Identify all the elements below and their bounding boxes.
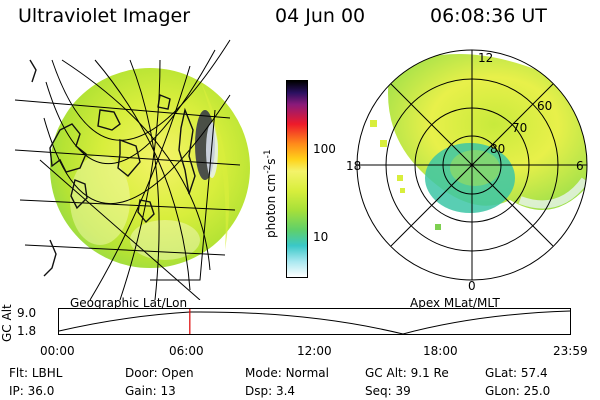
info-gc-alt: GC Alt: 9.1 Re [365,366,449,380]
right-panel-caption: Apex MLat/MLT [410,296,500,310]
info-glon: GLon: 25.0 [485,384,551,398]
geographic-globe-panel [14,39,250,300]
altitude-curve [58,310,571,335]
mlt-label-18: 18 [346,159,361,173]
colorbar-label: photon cm-2s-1 [263,149,278,238]
info-mode: Mode: Normal [245,366,329,380]
mlt-label-6: 6 [576,159,584,173]
timeline-xtick-1200: 12:00 [297,344,332,358]
info-filter: Flt: LBHL [9,366,63,380]
timeline-ytick-high: 9.0 [17,306,37,320]
colorbar-tick-10: 10 [313,230,329,244]
timeline-xtick-1800: 18:00 [423,344,458,358]
colorbar-tick-100: 100 [313,142,336,156]
timeline-ytick-low: 1.8 [17,324,37,338]
timeline-xtick-0600: 06:00 [169,344,204,358]
mlt-label-0: 0 [468,279,476,293]
timeline-xtick-0000: 00:00 [40,344,75,358]
info-seq: Seq: 39 [365,384,411,398]
info-dsp: Dsp: 3.4 [245,384,296,398]
coastlines [29,59,196,277]
time-label: 06:08:36 UT [430,5,547,27]
mlat-label-70: 70 [512,121,527,135]
left-panel-caption: Geographic Lat/Lon [70,296,188,310]
colorbar [286,80,308,278]
altitude-timeline [58,308,571,335]
info-ip: IP: 36.0 [9,384,55,398]
date-label: 04 Jun 00 [275,5,366,27]
lat-lon-grid [14,39,241,300]
instrument-title: Ultraviolet Imager [18,5,191,27]
timeline-ylabel: GC Alt [0,304,14,342]
info-door: Door: Open [125,366,194,380]
polar-mlat-mlt-panel: 12 18 6 0 60 70 80 [346,49,588,293]
timeline-xtick-2359: 23:59 [553,344,588,358]
info-glat: GLat: 57.4 [485,366,548,380]
mlat-label-80: 80 [490,142,505,156]
polar-grid [356,49,588,281]
mlt-label-12: 12 [478,51,493,65]
info-gain: Gain: 13 [125,384,176,398]
mlat-label-60: 60 [537,99,552,113]
